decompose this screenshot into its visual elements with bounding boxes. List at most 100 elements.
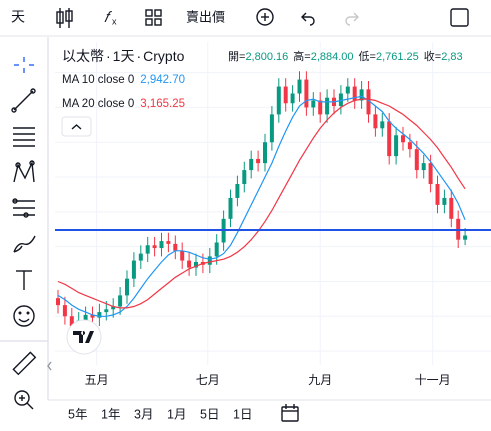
candle-body [304,79,309,108]
candle-body [387,121,392,157]
candle-body [297,79,302,94]
chart-type-button[interactable] [56,8,73,28]
ohlc-label: 開= [228,50,245,63]
fib-tool[interactable] [13,127,35,147]
range-button[interactable]: 3月 [134,407,153,421]
range-bar: 5年 1年 3月 1月 5日 1日 [68,407,252,421]
x-tick-label: 七月 [196,373,220,387]
ma-value: 2,942.70 [140,74,185,86]
ma-legend: MA 20 close 0 3,165.25 [62,98,185,110]
candle-body [145,245,150,254]
candle-body [276,86,281,115]
pattern-tool[interactable] [13,160,35,183]
symbol: 以太幣 [62,48,104,64]
candle-body [138,253,143,261]
ma-line [57,98,466,309]
ma-name: MA 20 close 0 [62,98,134,110]
x-tick-label: 九月 [308,373,332,387]
candle-body [118,295,123,307]
candle-body [159,241,164,249]
candle-body [194,261,198,268]
candle-body [345,86,350,94]
legend-toggle[interactable] [61,116,92,137]
ma-value: 3,165.25 [140,98,185,110]
candle-body [407,142,412,150]
legend-toggle-icon [71,124,82,130]
range-button[interactable]: 5日 [200,407,219,421]
candle-body [359,89,364,101]
candle-body [207,256,212,265]
redo-button[interactable] [345,12,359,26]
interval: 1天 [113,48,135,64]
source: Crypto [143,48,184,64]
icon-tool[interactable] [13,305,35,327]
candle-body [318,100,323,115]
candle-body [83,314,88,321]
candle-body [366,89,371,115]
date-range-button[interactable] [281,404,299,422]
add-button[interactable] [256,8,274,26]
indicators-button-x: x [112,16,117,26]
candle-body [173,243,178,251]
undo-button[interactable] [301,12,315,26]
x-tick-label: 五月 [85,373,109,387]
text-tool[interactable] [16,270,32,290]
indicators-button[interactable]: 𝑓 [104,9,113,26]
candle-body [435,184,440,205]
candle-body [463,235,468,240]
fullscreen-button[interactable] [450,8,469,27]
trendline-tool[interactable] [11,88,36,113]
candle-body [283,86,288,104]
candle-body [131,260,136,279]
zoom-tool[interactable] [14,390,34,410]
ohlc-label: 收= [424,49,441,63]
candle-body [235,184,240,198]
range-button[interactable]: 5年 [68,407,87,421]
interval-button[interactable]: 天 [11,9,25,25]
candle-body [249,158,254,171]
ma-legend: MA 10 close 0 2,942.70 [62,74,185,86]
candle-body [214,242,219,257]
candle-body [180,250,185,261]
range-button[interactable]: 1年 [101,407,120,421]
candle-body [56,298,60,306]
candle-body [152,245,157,249]
range-button[interactable]: 1月 [167,407,186,421]
ma-name: MA 10 close 0 [62,74,134,86]
separator: · [136,48,141,64]
ruler-tool[interactable] [12,351,37,376]
candle-body [338,93,343,107]
candle-body [104,309,109,313]
crosshair-tool[interactable] [14,57,34,73]
candle-body [242,170,247,185]
legend: 以太幣 · 1天 · Crypto 開=2,800.16 高=2,884.00 低=2,76… [61,48,463,137]
ohlc-label: 高= [293,49,310,63]
candle-body [269,114,274,143]
range-button[interactable]: 1日 [233,407,252,421]
candle-body [90,314,95,318]
candle-body [325,97,330,115]
plot-area: 五月 七月 九月 十一月 [55,42,491,387]
candle-body [97,312,102,318]
candle-body [449,197,454,219]
candle-body [401,135,405,143]
candle-body [421,163,426,171]
price-type-button[interactable]: 賣出價 [186,9,225,24]
candle-body [187,260,192,268]
symbol-name: 以太幣 · 1天 · Crypto [62,48,185,64]
ohlc-value: 2,884.00 [311,51,354,63]
candle-body [414,149,419,171]
collapse-button[interactable] [47,361,52,371]
candle-body [62,305,67,317]
candle-body [352,86,357,101]
candle-body [373,114,378,129]
left-toolbar [0,37,52,410]
candle-body [69,316,74,327]
candle-body [256,158,261,164]
layout-button[interactable] [145,9,162,26]
candle-body [263,142,267,164]
prediction-tool[interactable] [12,198,35,218]
brush-tool[interactable] [13,235,36,253]
candle-body [111,306,116,310]
